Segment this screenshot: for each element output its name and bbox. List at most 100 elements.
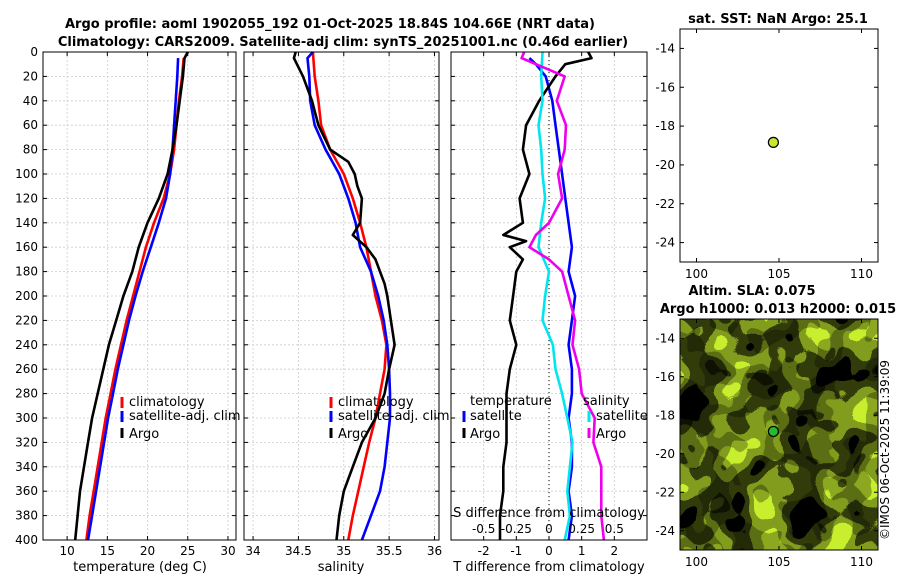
y-tick-label: 180 [15,265,38,279]
y-tick-label: 380 [15,509,38,523]
legend-climatology: climatology [129,395,205,410]
map-y-tick-label: -22 [655,485,675,499]
series-line-temperature-argo [498,51,593,540]
x-tick-label: 15 [100,544,115,558]
y-tick-label: 60 [23,118,38,132]
y-tick-label: 320 [15,435,38,449]
title-line-2: Climatology: CARS2009. Satellite-adj cli… [58,35,628,50]
sst-map-panel: sat. SST: NaN Argo: 25.1 -24 -22 -20 -18 -16… [655,12,879,281]
salinity-panel: 34 34.5 35 35.5 36 salinity climatology sate… [243,51,450,575]
series-line-satellite-adj-clim [306,51,392,541]
s-tick-label: 0 [545,522,553,536]
series-line-salinity-satellite [537,51,574,541]
x-tick-label: 35 [336,544,351,558]
series-line-climatology [311,51,388,541]
map-y-tick-label: -16 [655,80,675,94]
map-y-tick-label: -22 [655,197,675,211]
legend-argo: Argo [129,427,159,442]
difference-panel: -2 -1 0 1 2 -0.5 -0.25 0 0.25 0.5 T difference fr… [450,51,648,575]
salinity-legend: climatology satellite-adj. clim Argo [329,395,450,442]
legend-temperature-title: temperature [470,394,552,409]
salinity-axis-label: salinity [318,560,365,575]
x-tick-label: -1 [510,544,522,558]
map-y-tick-label: -16 [655,370,675,384]
t-difference-axis-label: T difference from climatology [452,560,645,575]
sst-map-title: sat. SST: NaN Argo: 25.1 [688,12,868,27]
map-y-tick-label: -14 [655,41,675,55]
x-tick-label: 2 [611,544,619,558]
map-y-tick-label: -20 [655,447,675,461]
y-tick-label: 360 [15,484,38,498]
temperature-difference-legend: temperature satellite Argo [462,394,552,442]
map-x-tick-label: 110 [850,267,873,281]
y-tick-label: 340 [15,460,38,474]
legend-argo: Argo [338,427,368,442]
y-tick-label: 80 [23,143,38,157]
x-tick-label: 36 [427,544,442,558]
imos-credit: ©IMOS 06-Oct-2025 11:39:09 [878,359,892,540]
legend-s-argo: Argo [596,427,626,442]
y-tick-label: 160 [15,240,38,254]
temperature-axis-label: temperature (deg C) [73,560,207,575]
x-tick-label: 35.5 [376,544,403,558]
s-tick-label: -0.25 [501,522,532,536]
series-line-argo [73,51,189,541]
x-tick-label: 25 [180,544,195,558]
y-tick-label: 300 [15,411,38,425]
map-x-tick-label: 100 [685,555,708,569]
legend-t-argo: Argo [470,427,500,442]
y-tick-label: 220 [15,313,38,327]
x-tick-label: 10 [59,544,74,558]
x-tick-label: -2 [478,544,490,558]
s-tick-label: 0.5 [605,522,624,536]
legend-satellite-adj-clim: satellite-adj. clim [338,409,450,424]
x-tick-label: 34.5 [285,544,312,558]
map-y-tick-label: -24 [655,524,675,538]
map-x-tick-label: 105 [768,267,791,281]
map-y-tick-label: -18 [655,408,675,422]
map-frame [679,28,879,263]
sla-map-title-line-1: Altim. SLA: 0.075 [689,284,816,299]
legend-satellite-adj-clim: satellite-adj. clim [129,409,241,424]
series-line-satellite-adj-clim [86,58,180,541]
series-line-argo [292,51,396,541]
y-tick-label: 200 [15,289,38,303]
y-tick-label: 400 [15,533,38,547]
temperature-legend: climatology satellite-adj. clim Argo [120,395,241,442]
sla-heatmap [680,319,878,550]
s-tick-label: -0.5 [472,522,495,536]
x-tick-label: 20 [140,544,155,558]
map-x-tick-label: 100 [685,267,708,281]
x-tick-label: 34 [245,544,260,558]
temperature-panel: 0 20 40 60 80 100 120 140 160 180 200 220 240 260 280 3… [15,45,241,575]
map-y-tick-label: -14 [655,331,675,345]
x-tick-label: 30 [220,544,235,558]
legend-salinity-title: salinity [583,394,630,409]
legend-s-satellite: satellite [596,409,648,424]
map-y-tick-label: -18 [655,119,675,133]
argo-float-marker [767,425,779,438]
salinity-difference-legend: salinity satellite Argo [583,394,648,442]
series-line-salinity-argo [520,51,606,541]
map-y-tick-label: -20 [655,158,675,172]
y-tick-label: 100 [15,167,38,181]
y-tick-label: 20 [23,69,38,83]
argo-float-marker [767,136,779,148]
y-tick-label: 120 [15,191,38,205]
y-tick-label: 140 [15,216,38,230]
x-tick-label: 0 [545,544,553,558]
y-tick-label: 240 [15,338,38,352]
legend-climatology: climatology [338,395,414,410]
map-x-tick-label: 110 [850,555,873,569]
map-x-tick-label: 105 [768,555,791,569]
sla-map-panel: Altim. SLA: 0.075 Argo h1000: 0.013 h200… [655,284,896,569]
y-tick-label: 280 [15,387,38,401]
s-tick-label: 0.25 [568,522,595,536]
legend-t-satellite: satellite [470,409,522,424]
y-tick-label: 40 [23,94,38,108]
sla-map-title-line-2: Argo h1000: 0.013 h2000: 0.015 [660,302,896,317]
y-tick-label: 0 [30,45,38,59]
y-tick-label: 260 [15,362,38,376]
s-difference-axis-label: S difference from climatology [453,506,645,521]
